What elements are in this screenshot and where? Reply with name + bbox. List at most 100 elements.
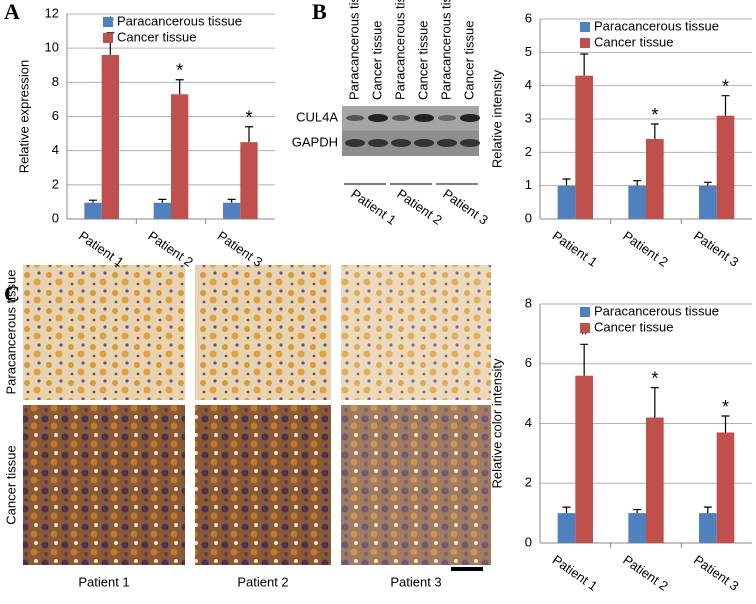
error-bar (650, 123, 659, 139)
error-bar (580, 343, 589, 376)
bar (716, 432, 735, 543)
group-label: Patient 2 (394, 186, 445, 228)
bar (628, 513, 646, 543)
legend-swatch (580, 38, 590, 48)
bar (153, 202, 171, 219)
significance: * (651, 105, 658, 125)
error-bar (721, 95, 730, 116)
legend-label: Cancer tissue (594, 319, 673, 334)
x-tick-label: Patient 3 (691, 552, 742, 594)
blot-row-label: CUL4A (296, 109, 338, 124)
bar (575, 75, 593, 220)
error-bar (89, 199, 97, 203)
y-axis-label: Relative color intensity (489, 358, 504, 489)
y-axis-label: Relative intensity (489, 69, 504, 168)
y-tick-label: 6 (525, 355, 532, 370)
column-label: Patient 3 (390, 574, 441, 589)
row-label: Cancer tissue (3, 445, 18, 524)
significance: * (245, 108, 252, 128)
bar (699, 185, 717, 219)
lane-label: Cancer tissue (461, 21, 476, 100)
row-label: Paracancerous tissue (3, 269, 18, 394)
legend-swatch (103, 17, 113, 27)
error-bar (580, 53, 589, 76)
legend-label: Paracancerous tissue (594, 303, 719, 318)
y-tick-label: 6 (525, 10, 532, 25)
error-bar (158, 198, 167, 203)
y-tick-label: 0 (525, 210, 532, 225)
error-bar (175, 79, 184, 95)
legend-swatch (103, 33, 113, 43)
lane-label: Paracancerous tissue (392, 0, 407, 100)
y-tick-label: 2 (52, 176, 59, 191)
bar (646, 417, 664, 543)
bar (716, 115, 735, 219)
lane-label: Paracancerous tissue (346, 0, 361, 100)
bar (575, 375, 593, 543)
x-tick-label: Patient 3 (215, 228, 266, 270)
bar (171, 94, 189, 219)
error-bar (562, 178, 571, 186)
lane-label: Paracancerous tissue (438, 0, 453, 100)
y-tick-label: 4 (525, 77, 532, 92)
panel-label: A (4, 0, 20, 24)
bar (101, 55, 119, 219)
blot-row-label: GAPDH (292, 134, 338, 149)
y-tick-label: 1 (525, 177, 532, 192)
x-tick-label: Patient 3 (691, 228, 742, 270)
x-tick-label: Patient 2 (620, 228, 671, 270)
error-bar (562, 506, 571, 514)
significance: * (176, 61, 183, 81)
significance: * (581, 325, 588, 345)
column-label: Patient 2 (237, 574, 288, 589)
panel-label: C (4, 281, 20, 306)
bar (699, 513, 717, 543)
bar (646, 139, 664, 219)
bar (557, 185, 576, 219)
y-tick-label: 8 (525, 295, 532, 310)
bar (628, 185, 646, 219)
column-label: Patient 1 (78, 574, 129, 589)
error-bar (245, 126, 253, 143)
y-tick-label: 12 (45, 5, 59, 20)
histology-images (23, 265, 491, 571)
y-tick-label: 3 (525, 110, 532, 125)
legend-swatch (580, 307, 590, 317)
x-tick-label: Patient 1 (550, 552, 601, 594)
y-tick-label: 6 (52, 108, 59, 123)
legend-label: Cancer tissue (117, 29, 196, 44)
y-tick-label: 8 (52, 74, 59, 89)
lane-label: Cancer tissue (369, 21, 384, 100)
group-label: Patient 3 (440, 186, 491, 228)
blot-image (342, 106, 480, 156)
error-bar (227, 198, 236, 203)
error-bar (703, 506, 712, 514)
legend-label: Cancer tissue (594, 34, 673, 49)
y-tick-label: 4 (525, 415, 532, 430)
bar (557, 513, 576, 543)
y-tick-label: 2 (525, 144, 532, 159)
bar (84, 202, 102, 219)
y-tick-label: 10 (45, 40, 59, 55)
legend-swatch (580, 22, 590, 32)
significance: * (722, 397, 729, 417)
bar (240, 142, 258, 219)
group-label: Patient 1 (348, 186, 399, 228)
error-bar (721, 415, 730, 433)
error-bar (633, 508, 642, 514)
y-tick-label: 2 (525, 475, 532, 490)
error-bar (703, 181, 712, 186)
bar (223, 202, 241, 219)
panel-label: B (312, 0, 327, 24)
y-tick-label: 4 (52, 142, 59, 157)
legend-label: Paracancerous tissue (117, 13, 242, 28)
error-bar (633, 180, 642, 186)
lane-label: Cancer tissue (415, 21, 430, 100)
x-tick-label: Patient 1 (76, 228, 127, 270)
y-tick-label: 5 (525, 44, 532, 59)
x-tick-label: Patient 2 (145, 228, 196, 270)
y-tick-label: 0 (525, 534, 532, 549)
legend-label: Paracancerous tissue (594, 18, 719, 33)
y-axis-label: Relative expression (16, 60, 31, 173)
